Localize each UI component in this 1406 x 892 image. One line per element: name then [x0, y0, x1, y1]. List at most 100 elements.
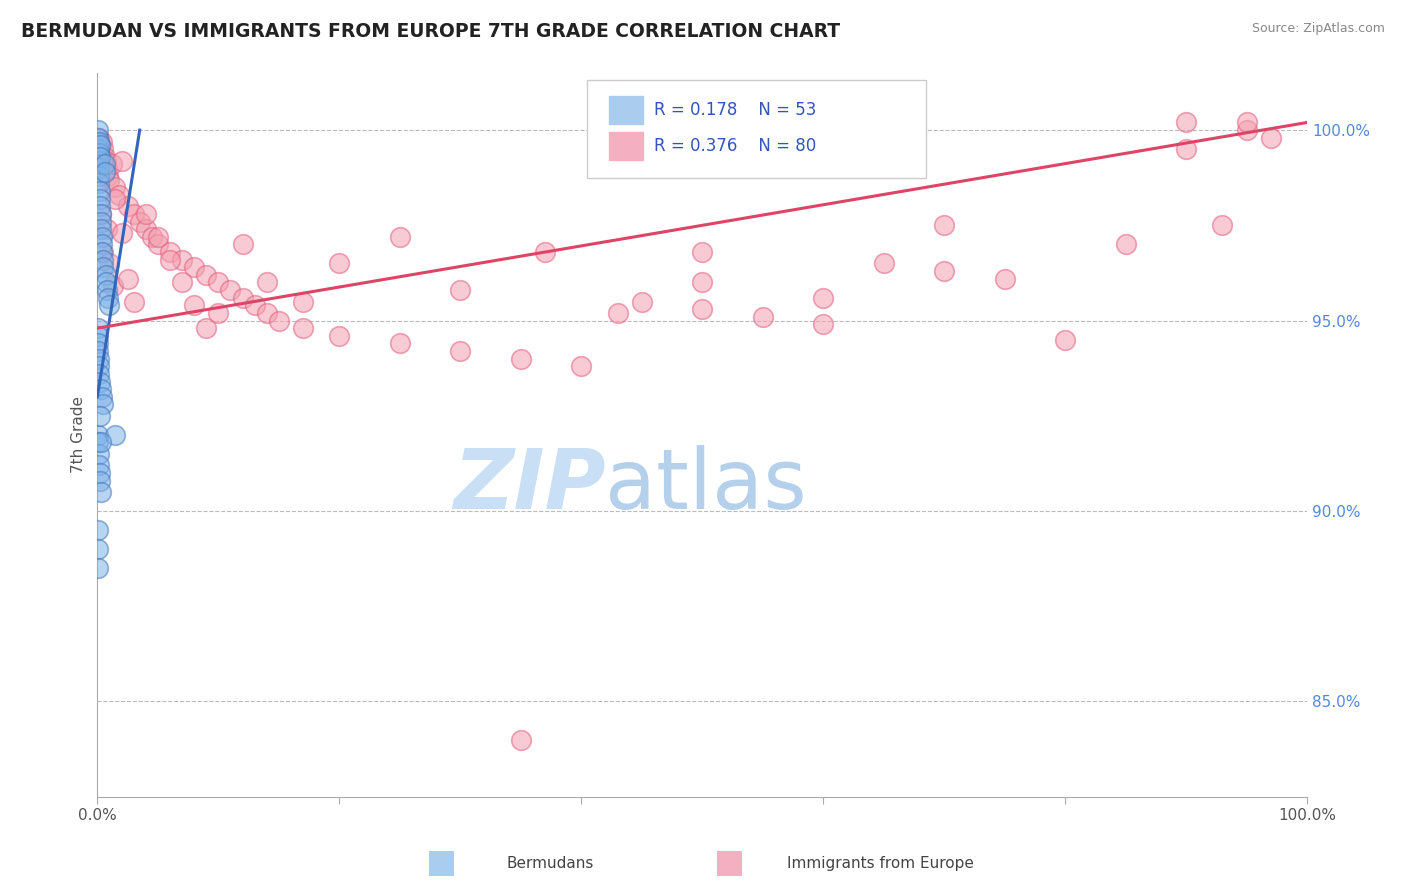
Point	[89, 375, 111, 389]
Point	[690, 245, 713, 260]
Point	[751, 310, 773, 324]
Point	[97, 291, 120, 305]
Point	[89, 199, 111, 213]
Point	[135, 222, 157, 236]
Point	[87, 153, 110, 168]
Point	[96, 222, 118, 236]
Point	[1175, 142, 1198, 156]
Point	[96, 161, 118, 176]
Point	[328, 328, 350, 343]
Point	[122, 207, 145, 221]
Point	[108, 187, 131, 202]
Point	[89, 192, 111, 206]
Point	[87, 523, 110, 537]
Point	[170, 276, 193, 290]
Point	[89, 177, 111, 191]
Point	[91, 245, 114, 260]
Point	[256, 306, 278, 320]
Point	[606, 306, 628, 320]
Point	[87, 447, 110, 461]
Point	[292, 321, 315, 335]
Point	[101, 279, 124, 293]
Point	[117, 199, 139, 213]
Text: R = 0.178    N = 53: R = 0.178 N = 53	[654, 101, 817, 119]
Point	[93, 142, 115, 156]
Point	[93, 150, 115, 164]
FancyBboxPatch shape	[609, 132, 643, 160]
Point	[141, 229, 163, 244]
Point	[89, 409, 111, 423]
Point	[934, 264, 956, 278]
Point	[110, 226, 132, 240]
Point	[811, 318, 834, 332]
Point	[87, 351, 110, 366]
Point	[89, 474, 111, 488]
Point	[87, 336, 110, 351]
Point	[104, 427, 127, 442]
Point	[690, 276, 713, 290]
Text: Bermudans: Bermudans	[506, 856, 593, 871]
Point	[87, 542, 110, 557]
Point	[195, 268, 218, 282]
Point	[1115, 237, 1137, 252]
Point	[98, 256, 121, 270]
FancyBboxPatch shape	[609, 96, 643, 124]
Point	[135, 207, 157, 221]
Point	[90, 145, 112, 160]
Point	[630, 294, 652, 309]
Point	[93, 252, 115, 267]
Point	[1236, 115, 1258, 129]
Point	[146, 229, 169, 244]
Point	[231, 291, 253, 305]
Point	[159, 245, 181, 260]
Point	[267, 313, 290, 327]
Point	[117, 271, 139, 285]
Point	[87, 145, 110, 160]
Point	[1236, 123, 1258, 137]
Text: Source: ZipAtlas.com: Source: ZipAtlas.com	[1251, 22, 1385, 36]
Point	[207, 306, 229, 320]
Point	[104, 180, 127, 194]
Point	[87, 321, 110, 335]
Point	[934, 219, 956, 233]
Point	[87, 427, 110, 442]
Point	[94, 153, 117, 168]
Point	[128, 214, 150, 228]
Text: atlas: atlas	[606, 445, 807, 526]
Point	[1054, 333, 1077, 347]
Point	[207, 276, 229, 290]
Point	[195, 321, 218, 335]
Point	[93, 245, 115, 260]
Point	[89, 138, 111, 153]
Point	[183, 298, 205, 312]
Point	[243, 298, 266, 312]
Point	[97, 169, 120, 183]
Point	[292, 294, 315, 309]
Point	[146, 237, 169, 252]
Point	[256, 276, 278, 290]
Point	[89, 458, 111, 473]
Point	[93, 397, 115, 411]
Point	[90, 207, 112, 221]
Point	[101, 157, 124, 171]
Point	[90, 222, 112, 236]
Point	[110, 153, 132, 168]
Text: Immigrants from Europe: Immigrants from Europe	[787, 856, 974, 871]
Point	[90, 207, 112, 221]
Point	[94, 276, 117, 290]
Point	[509, 732, 531, 747]
Point	[89, 138, 111, 153]
Point	[89, 184, 111, 198]
Point	[87, 435, 110, 450]
Point	[91, 229, 114, 244]
Point	[89, 169, 111, 183]
Point	[449, 283, 471, 297]
Point	[388, 229, 411, 244]
Point	[183, 260, 205, 275]
Point	[449, 344, 471, 359]
Text: R = 0.376    N = 80: R = 0.376 N = 80	[654, 137, 815, 155]
Point	[388, 336, 411, 351]
Point	[811, 291, 834, 305]
Point	[94, 268, 117, 282]
Point	[534, 245, 557, 260]
